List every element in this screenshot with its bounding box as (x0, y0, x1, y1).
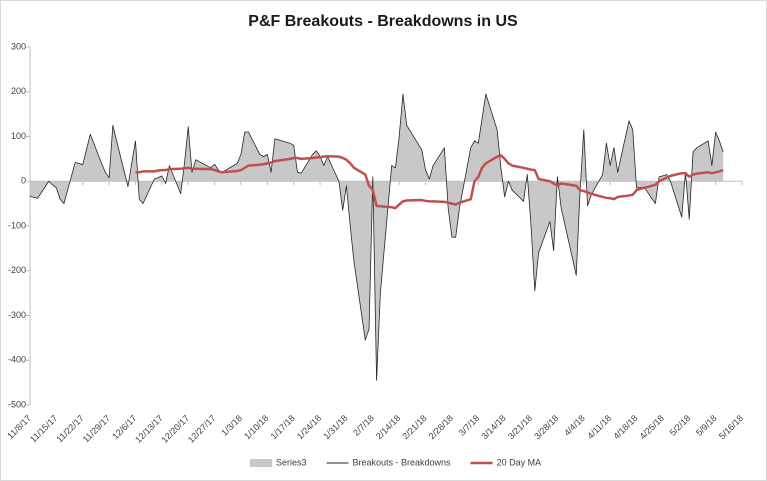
y-tick-label: -300 (8, 310, 26, 320)
y-tick-label: 300 (11, 41, 26, 51)
legend-label: Breakouts - Breakdowns (353, 457, 452, 467)
legend-label: Series3 (276, 457, 307, 467)
legend-label: 20 Day MA (497, 457, 542, 467)
y-tick-label: 100 (11, 131, 26, 141)
line (29, 93, 724, 381)
y-tick-label: -200 (8, 265, 26, 275)
y-tick-label: 0 (21, 176, 26, 186)
y-tick-label: 200 (11, 86, 26, 96)
chart-title: P&F Breakouts - Breakdowns in US (248, 13, 518, 30)
line (135, 154, 724, 210)
legend-swatch (250, 459, 272, 467)
y-tick-label: -500 (8, 399, 26, 409)
y-tick-label: -100 (8, 220, 26, 230)
y-tick-label: -400 (8, 355, 26, 365)
area (30, 93, 724, 381)
